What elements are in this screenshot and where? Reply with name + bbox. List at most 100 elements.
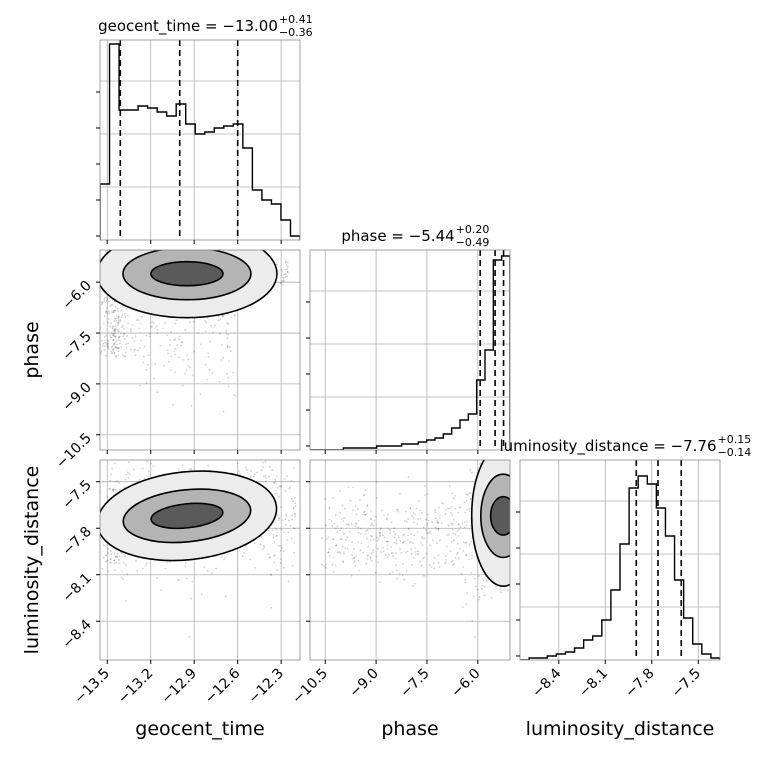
sample-point — [102, 556, 105, 559]
sample-point — [444, 513, 447, 515]
sample-point — [219, 318, 222, 321]
sample-point — [393, 527, 396, 530]
sample-point — [429, 544, 432, 547]
sample-point — [123, 312, 126, 315]
sample-point — [375, 496, 378, 499]
sample-point — [388, 553, 390, 556]
sample-point — [463, 521, 466, 524]
sample-point — [156, 576, 158, 579]
sample-point — [412, 584, 415, 587]
sample-point — [164, 567, 167, 570]
sample-point — [323, 565, 326, 568]
sample-point — [412, 541, 414, 544]
sample-point — [425, 552, 428, 555]
sample-point — [109, 479, 112, 482]
sample-point — [507, 589, 509, 592]
sample-point — [283, 277, 286, 279]
sample-point — [133, 349, 135, 351]
sample-point — [105, 307, 108, 310]
sample-point — [174, 348, 177, 350]
sample-point — [436, 521, 439, 524]
sample-point — [405, 570, 408, 573]
sample-point — [117, 336, 120, 339]
sample-point — [262, 461, 265, 464]
sample-point — [339, 538, 342, 541]
sample-point — [398, 573, 401, 575]
sample-point — [124, 600, 127, 603]
sample-point — [407, 518, 410, 520]
sample-point — [226, 346, 229, 349]
sample-point — [357, 519, 360, 522]
sample-point — [126, 471, 129, 474]
sample-point — [190, 597, 193, 600]
sample-point — [357, 526, 359, 529]
sample-point — [292, 506, 295, 509]
sample-point — [184, 372, 186, 375]
sample-point — [386, 540, 388, 543]
sample-point — [113, 569, 116, 572]
sample-point — [114, 555, 117, 558]
sample-point — [426, 513, 429, 516]
sample-point — [126, 314, 129, 317]
sample-point — [249, 558, 252, 561]
sample-point — [513, 462, 515, 464]
sample-point — [402, 562, 404, 565]
sample-point — [272, 536, 275, 539]
sample-point — [412, 557, 415, 559]
sample-point — [369, 524, 372, 527]
sample-point — [111, 303, 114, 306]
sample-point — [464, 511, 467, 514]
sample-point — [207, 464, 210, 467]
scatter-panel-geocent_time-vs-luminosity_distance — [96, 411, 301, 664]
sample-point — [160, 589, 163, 591]
sample-point — [287, 531, 290, 534]
sample-point — [189, 411, 191, 413]
sample-point — [118, 336, 121, 338]
sample-point — [175, 319, 178, 322]
sample-point — [470, 541, 472, 543]
sample-point — [113, 329, 116, 332]
sample-point — [443, 562, 446, 565]
sample-point — [112, 333, 115, 335]
axes-frame — [519, 459, 721, 661]
sample-point — [173, 339, 175, 342]
sample-point — [109, 488, 112, 490]
sample-point — [110, 553, 113, 556]
sample-point — [124, 555, 126, 558]
sample-point — [389, 532, 391, 535]
sample-point — [173, 451, 175, 453]
sample-point — [277, 517, 280, 520]
sample-point — [466, 592, 469, 594]
sample-point — [439, 539, 441, 542]
sample-point — [430, 566, 433, 568]
sample-point — [113, 559, 116, 562]
y-tick-label: −7.5 — [59, 477, 94, 512]
sample-point — [177, 579, 180, 582]
sample-point — [143, 477, 146, 480]
sample-point — [350, 523, 353, 526]
sample-point — [134, 354, 137, 357]
sample-point — [136, 570, 139, 572]
sample-point — [103, 315, 106, 318]
sample-point — [103, 349, 106, 351]
sample-point — [437, 521, 440, 523]
sample-point — [357, 541, 360, 544]
sample-point — [371, 522, 373, 524]
sample-point — [152, 465, 155, 468]
sample-point — [113, 488, 116, 491]
sample-point — [154, 327, 156, 329]
sample-point — [113, 462, 116, 465]
sample-point — [115, 328, 117, 331]
sample-point — [478, 463, 481, 465]
sample-point — [331, 538, 334, 540]
sample-point — [437, 529, 440, 532]
hist-bars — [520, 475, 720, 660]
sample-point — [360, 527, 362, 530]
sample-point — [332, 556, 335, 559]
sample-point — [335, 544, 338, 547]
sample-point — [406, 539, 409, 541]
sample-point — [379, 534, 382, 537]
sample-point — [119, 320, 122, 322]
sample-point — [365, 562, 368, 565]
sample-point — [412, 521, 415, 524]
